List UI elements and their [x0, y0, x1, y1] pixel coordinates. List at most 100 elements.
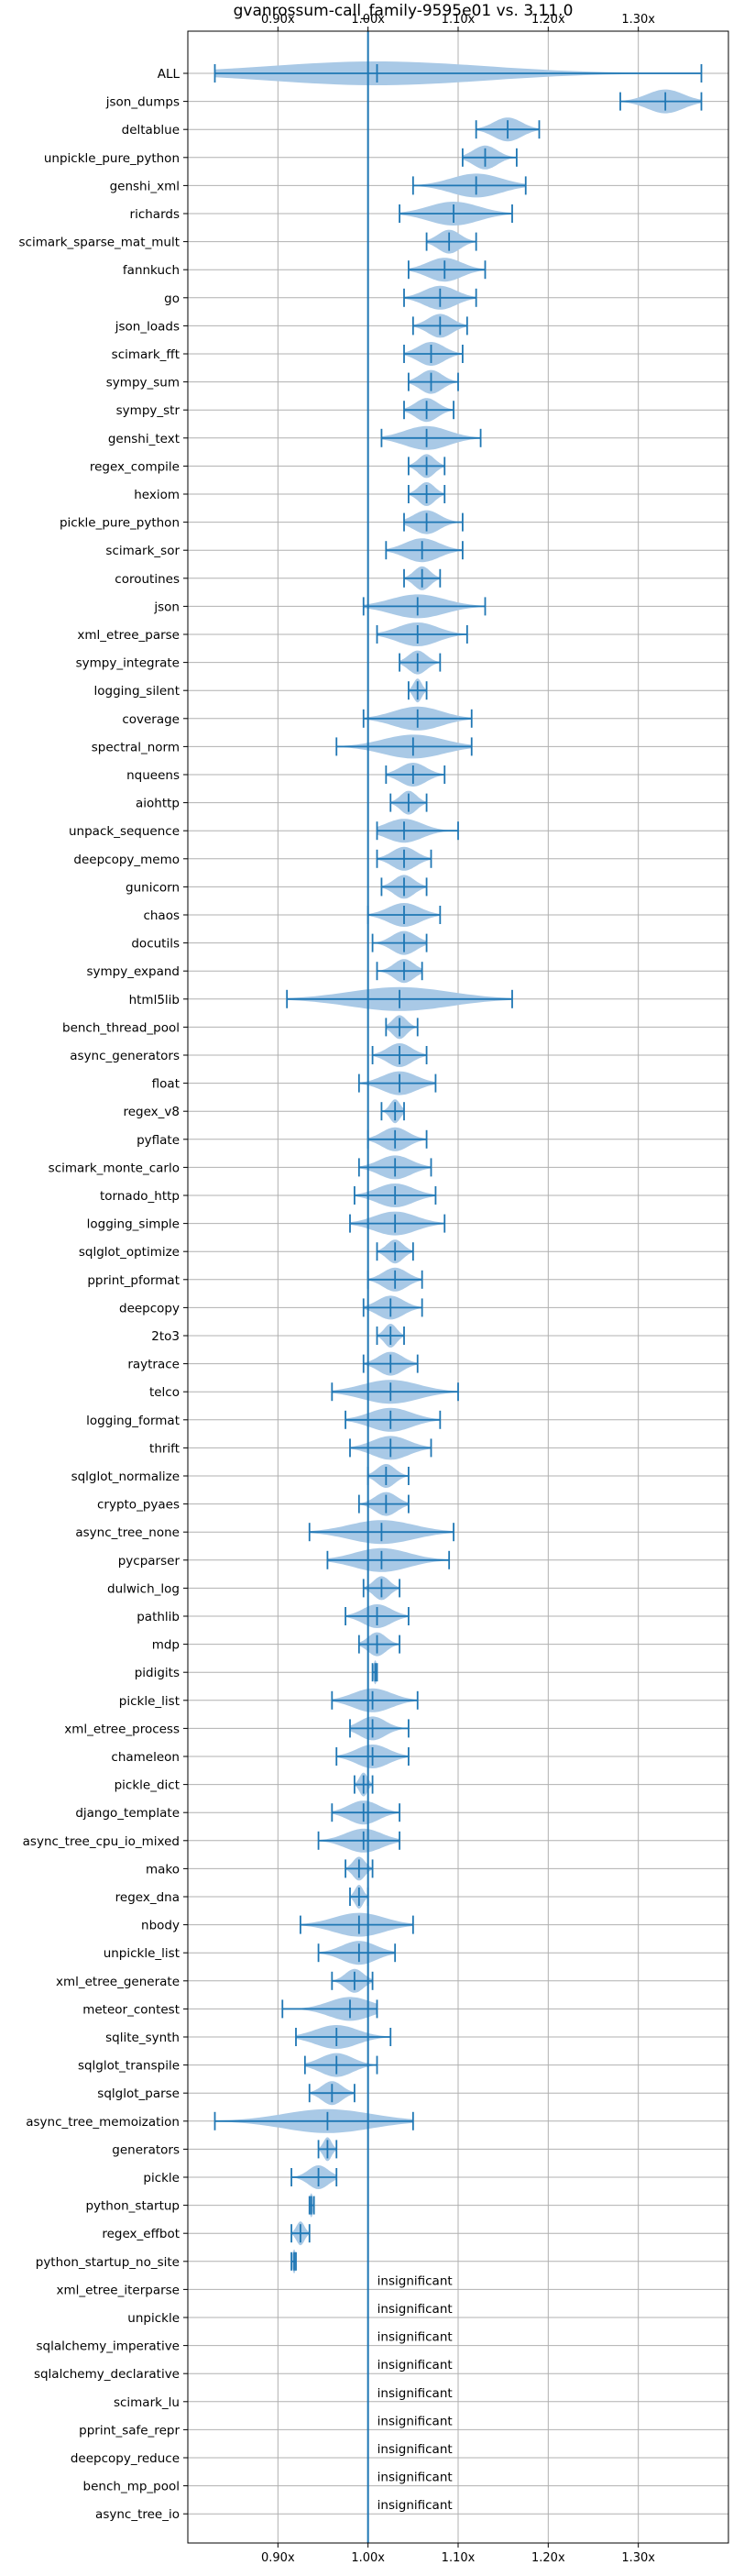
- benchmark-label: async_tree_none: [75, 1525, 180, 1540]
- benchmark-label: go: [164, 292, 180, 306]
- benchmark-label: sqlglot_transpile: [78, 2059, 180, 2074]
- violin-markers: insignificant insignificant insignificant i…: [213, 64, 703, 2513]
- benchmark-label: bench_thread_pool: [62, 1020, 180, 1035]
- benchmark-label: html5lib: [129, 993, 180, 1007]
- insignificant-label: insignificant: [377, 2442, 453, 2457]
- benchmark-label: deepcopy: [119, 1301, 180, 1316]
- benchmark-label: json: [153, 600, 180, 614]
- benchmark-label: sympy_sum: [106, 376, 180, 391]
- benchmark-label: sqlite_synth: [105, 2031, 180, 2045]
- benchmark-label: deltablue: [122, 123, 180, 138]
- benchmark-label: python_startup: [85, 2199, 180, 2214]
- insignificant-label: insignificant: [377, 2386, 453, 2401]
- benchmark-label: scimark_lu: [114, 2395, 180, 2410]
- benchmark-label: async_tree_io: [95, 2507, 180, 2522]
- benchmark-label: ALL: [158, 67, 181, 82]
- benchmark-label: float: [152, 1077, 180, 1092]
- axis-ticks: 0.90x 0.90x 1.00x 1.00x 1.10x 1.10x 1.20x 1.20x…: [183, 13, 655, 2565]
- benchmark-label: dulwich_log: [107, 1581, 180, 1596]
- benchmark-label: gunicorn: [126, 880, 180, 895]
- benchmark-label: richards: [130, 207, 180, 222]
- benchmark-label: chaos: [143, 908, 180, 923]
- benchmark-label: sqlalchemy_imperative: [37, 2339, 181, 2354]
- benchmark-label: django_template: [75, 1806, 180, 1821]
- benchmark-label: async_tree_cpu_io_mixed: [23, 1834, 180, 1849]
- benchmark-label: deepcopy_memo: [73, 853, 180, 867]
- benchmark-label: unpack_sequence: [69, 824, 180, 839]
- benchmark-label: unpickle_list: [104, 1946, 180, 1961]
- insignificant-label: insignificant: [377, 2498, 453, 2513]
- insignificant-label: insignificant: [377, 2330, 453, 2345]
- benchmark-label: unpickle_pure_python: [44, 151, 180, 166]
- benchmark-label: nqueens: [126, 768, 180, 783]
- benchmark-label: logging_format: [86, 1414, 180, 1428]
- benchmark-label: scimark_sor: [105, 544, 180, 558]
- benchmark-label: scimark_monte_carlo: [49, 1161, 180, 1175]
- benchmark-label: logging_simple: [87, 1217, 180, 1232]
- benchmark-label: async_tree_memoization: [26, 2115, 180, 2130]
- benchmark-label: json_dumps: [105, 95, 180, 110]
- benchmark-label: sqlglot_parse: [97, 2086, 180, 2101]
- benchmark-label: genshi_xml: [110, 179, 180, 193]
- benchmark-label: xml_etree_process: [64, 1722, 180, 1736]
- x-tick-label-top: 0.90x: [261, 13, 295, 27]
- x-tick-label-bottom: 0.90x: [261, 2551, 295, 2565]
- benchmark-labels: ALL json_dumps deltablue unpickle_pure_pyth…: [19, 67, 181, 2522]
- x-tick-label-top: 1.10x: [442, 13, 476, 27]
- benchmark-label: pickle_list: [119, 1694, 180, 1709]
- benchmark-label: aiohttp: [136, 797, 180, 811]
- x-tick-label-bottom: 1.00x: [351, 2551, 385, 2565]
- benchmark-label: unpickle: [127, 2311, 180, 2326]
- benchmark-label: sympy_integrate: [76, 656, 180, 671]
- benchmark-label: sympy_str: [116, 403, 181, 418]
- benchmark-label: meteor_contest: [82, 2002, 180, 2017]
- x-tick-label-bottom: 1.30x: [621, 2551, 655, 2565]
- benchmark-label: crypto_pyaes: [97, 1498, 180, 1513]
- insignificant-label: insignificant: [377, 2358, 453, 2372]
- benchmark-label: regex_dna: [115, 1890, 180, 1905]
- grid-lines: [188, 31, 728, 2543]
- benchmark-label: 2to3: [151, 1329, 180, 1344]
- benchmark-label: spectral_norm: [92, 740, 180, 754]
- insignificant-label: insignificant: [377, 2302, 453, 2317]
- benchmark-label: json_loads: [115, 319, 180, 334]
- benchmark-label: pprint_safe_repr: [79, 2423, 180, 2438]
- benchmark-label: fannkuch: [123, 263, 180, 278]
- benchmark-label: genshi_text: [108, 432, 180, 446]
- benchmark-label: python_startup_no_site: [36, 2255, 180, 2270]
- x-tick-label-top: 1.30x: [621, 13, 655, 27]
- axes-frame: [187, 30, 729, 2544]
- benchmark-label: telco: [149, 1385, 180, 1400]
- benchmark-label: pprint_pformat: [87, 1273, 180, 1288]
- benchmark-label: regex_compile: [90, 459, 180, 474]
- insignificant-label: insignificant: [377, 2471, 453, 2485]
- benchmark-label: xml_etree_iterparse: [57, 2283, 181, 2297]
- benchmark-label: sqlglot_optimize: [79, 1245, 180, 1260]
- chart-title: gvanrossum-call_family-9595e01 vs. 3.11.…: [234, 2, 574, 20]
- benchmark-label: thrift: [149, 1441, 180, 1456]
- benchmark-label: scimark_fft: [112, 347, 180, 362]
- benchmark-label: xml_etree_generate: [56, 1975, 180, 1989]
- benchmark-label: pickle: [143, 2171, 180, 2185]
- benchmark-label: mdp: [152, 1638, 180, 1653]
- benchmark-label: generators: [112, 2142, 180, 2157]
- benchmark-label: pathlib: [137, 1610, 180, 1624]
- benchmark-label: regex_v8: [123, 1105, 180, 1119]
- benchmark-label: nbody: [141, 1919, 180, 1933]
- benchmark-label: scimark_sparse_mat_mult: [19, 236, 180, 250]
- benchmark-label: async_generators: [70, 1049, 180, 1063]
- x-tick-label-bottom: 1.10x: [442, 2551, 476, 2565]
- benchmark-label: raytrace: [127, 1358, 180, 1372]
- benchmark-label: pickle_pure_python: [60, 516, 180, 531]
- benchmark-label: mako: [146, 1862, 180, 1877]
- benchmark-label: pyflate: [137, 1133, 180, 1148]
- benchmark-label: sqlglot_normalize: [71, 1470, 180, 1484]
- benchmark-label: coroutines: [115, 572, 180, 587]
- x-tick-label-top: 1.20x: [531, 13, 565, 27]
- benchmark-label: pickle_dict: [115, 1778, 180, 1793]
- insignificant-label: insignificant: [377, 2414, 453, 2428]
- benchmark-label: deepcopy_reduce: [71, 2451, 180, 2466]
- benchmark-label: hexiom: [134, 488, 180, 502]
